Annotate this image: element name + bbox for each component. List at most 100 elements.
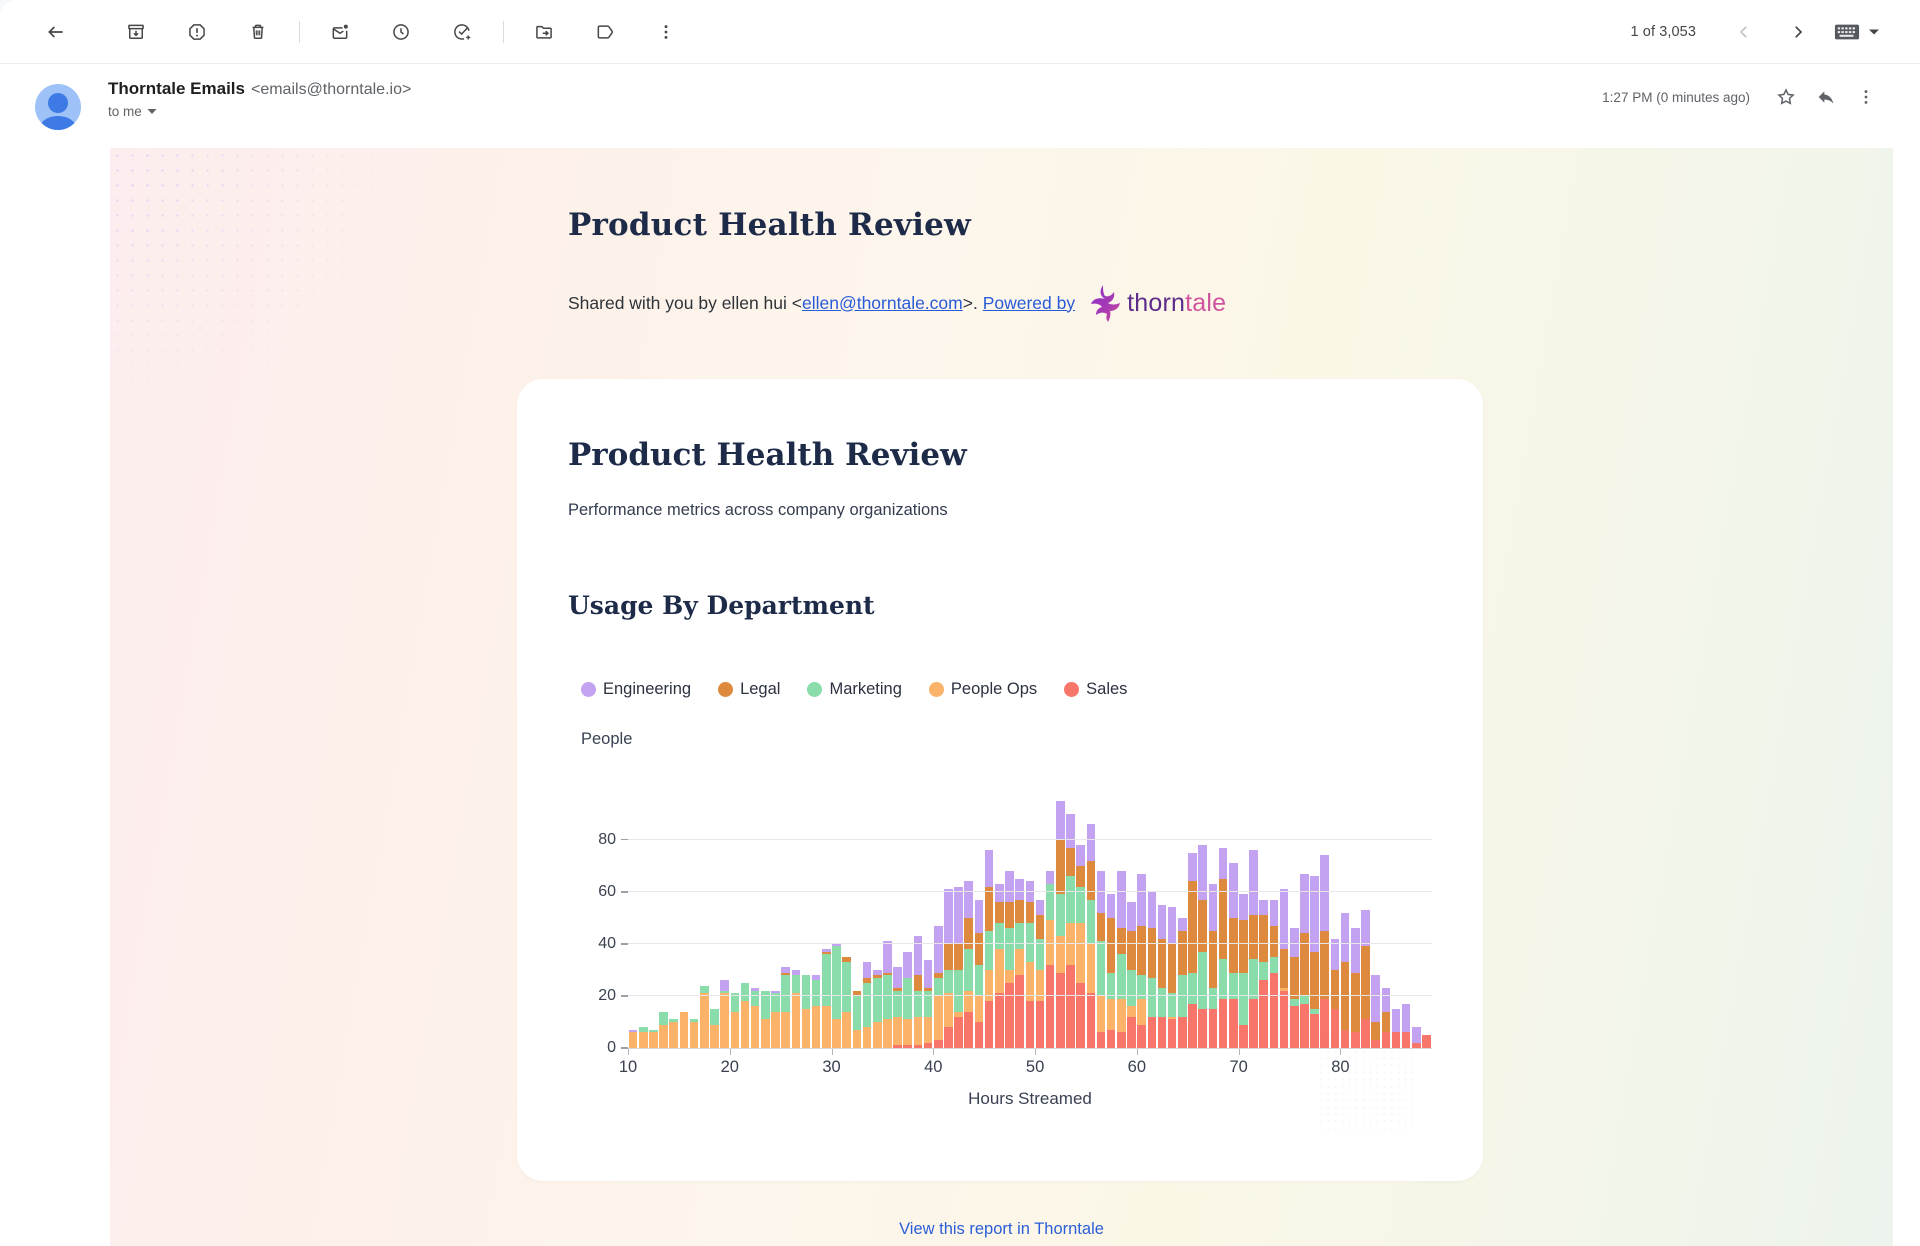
bar-hours-72[interactable] <box>1259 899 1269 1048</box>
report-spam-icon[interactable] <box>177 12 217 52</box>
bar-hours-76[interactable] <box>1299 873 1309 1048</box>
bar-hours-18[interactable] <box>709 1008 719 1048</box>
legend-item-sales[interactable]: Sales <box>1064 680 1127 699</box>
bar-hours-69[interactable] <box>1228 863 1238 1048</box>
bar-hours-62[interactable] <box>1157 904 1167 1048</box>
bar-hours-29[interactable] <box>821 949 831 1048</box>
bar-hours-21[interactable] <box>740 982 750 1048</box>
bar-hours-65[interactable] <box>1187 852 1197 1048</box>
bar-hours-84[interactable] <box>1381 988 1391 1048</box>
bar-hours-55[interactable] <box>1086 824 1096 1048</box>
bar-hours-85[interactable] <box>1391 1008 1401 1048</box>
bar-hours-77[interactable] <box>1310 876 1320 1048</box>
bar-hours-44[interactable] <box>974 899 984 1048</box>
sender-avatar[interactable] <box>35 84 81 130</box>
bar-hours-27[interactable] <box>801 975 811 1048</box>
bar-hours-23[interactable] <box>760 990 770 1048</box>
bar-hours-81[interactable] <box>1350 928 1360 1048</box>
bar-hours-49[interactable] <box>1025 881 1035 1048</box>
bar-hours-61[interactable] <box>1147 891 1157 1048</box>
bar-hours-14[interactable] <box>669 1019 679 1048</box>
bar-hours-70[interactable] <box>1238 894 1248 1048</box>
bar-hours-79[interactable] <box>1330 938 1340 1048</box>
bar-hours-86[interactable] <box>1401 1003 1411 1048</box>
bar-hours-37[interactable] <box>903 951 913 1048</box>
bar-hours-13[interactable] <box>659 1011 669 1048</box>
bar-hours-45[interactable] <box>984 850 994 1048</box>
bar-hours-46[interactable] <box>994 884 1004 1048</box>
bar-hours-15[interactable] <box>679 1011 689 1048</box>
bar-hours-16[interactable] <box>689 1019 699 1048</box>
bar-hours-56[interactable] <box>1096 870 1106 1048</box>
star-icon[interactable] <box>1766 77 1806 117</box>
bar-hours-33[interactable] <box>862 962 872 1048</box>
legend-item-legal[interactable]: Legal <box>718 680 780 699</box>
powered-by-link[interactable]: Powered by <box>982 292 1076 313</box>
legend-item-engineering[interactable]: Engineering <box>581 680 691 699</box>
bar-hours-73[interactable] <box>1269 899 1279 1048</box>
more-options-icon[interactable] <box>1846 77 1886 117</box>
newer-chevron-icon[interactable] <box>1724 12 1764 52</box>
move-to-icon[interactable] <box>524 12 564 52</box>
bar-hours-38[interactable] <box>913 936 923 1048</box>
bar-hours-32[interactable] <box>852 990 862 1048</box>
bar-hours-28[interactable] <box>811 975 821 1048</box>
add-to-tasks-icon[interactable] <box>442 12 482 52</box>
bar-hours-75[interactable] <box>1289 928 1299 1048</box>
view-report-link[interactable]: View this report in Thorntale <box>899 1220 1104 1238</box>
older-chevron-icon[interactable] <box>1778 12 1818 52</box>
bar-hours-59[interactable] <box>1126 902 1136 1048</box>
bar-hours-64[interactable] <box>1177 917 1187 1048</box>
bar-hours-67[interactable] <box>1208 883 1218 1048</box>
bar-hours-82[interactable] <box>1360 910 1370 1048</box>
bar-hours-80[interactable] <box>1340 912 1350 1048</box>
bar-hours-39[interactable] <box>923 959 933 1048</box>
bar-hours-35[interactable] <box>882 941 892 1048</box>
bar-hours-60[interactable] <box>1137 873 1147 1048</box>
input-method-button[interactable] <box>1834 22 1880 42</box>
bar-hours-52[interactable] <box>1055 800 1065 1048</box>
sharer-email-link[interactable]: ellen@thorntale.com <box>801 292 963 313</box>
bar-hours-19[interactable] <box>720 980 730 1048</box>
bar-hours-20[interactable] <box>730 993 740 1048</box>
archive-icon[interactable] <box>116 12 156 52</box>
bar-hours-50[interactable] <box>1035 899 1045 1048</box>
bar-hours-26[interactable] <box>791 969 801 1048</box>
bar-hours-17[interactable] <box>699 985 709 1048</box>
legend-item-people-ops[interactable]: People Ops <box>928 680 1037 699</box>
bar-hours-51[interactable] <box>1045 870 1055 1048</box>
bar-hours-78[interactable] <box>1320 855 1330 1048</box>
bar-hours-42[interactable] <box>954 886 964 1048</box>
bar-hours-66[interactable] <box>1198 844 1208 1048</box>
bar-hours-83[interactable] <box>1371 975 1381 1048</box>
bar-hours-24[interactable] <box>770 990 780 1048</box>
bar-hours-74[interactable] <box>1279 889 1289 1048</box>
bar-hours-10[interactable] <box>628 1029 638 1048</box>
bar-hours-34[interactable] <box>872 969 882 1048</box>
bar-hours-88[interactable] <box>1421 1034 1431 1048</box>
bar-hours-53[interactable] <box>1065 813 1075 1048</box>
legend-item-marketing[interactable]: Marketing <box>807 680 902 699</box>
bar-hours-68[interactable] <box>1218 847 1228 1048</box>
bar-hours-57[interactable] <box>1106 894 1116 1048</box>
bar-hours-41[interactable] <box>943 889 953 1048</box>
bar-hours-47[interactable] <box>1004 870 1014 1048</box>
bar-hours-31[interactable] <box>842 956 852 1048</box>
bar-hours-36[interactable] <box>892 967 902 1048</box>
bar-hours-11[interactable] <box>638 1027 648 1048</box>
reply-icon[interactable] <box>1806 77 1846 117</box>
bar-hours-12[interactable] <box>648 1029 658 1048</box>
bar-hours-22[interactable] <box>750 988 760 1048</box>
delete-icon[interactable] <box>238 12 278 52</box>
bar-hours-43[interactable] <box>964 881 974 1048</box>
more-options-icon[interactable] <box>646 12 686 52</box>
bar-hours-30[interactable] <box>831 943 841 1048</box>
bar-hours-25[interactable] <box>781 967 791 1048</box>
bar-hours-71[interactable] <box>1248 850 1258 1048</box>
back-arrow-icon[interactable] <box>36 12 76 52</box>
bar-hours-58[interactable] <box>1116 870 1126 1048</box>
mark-unread-icon[interactable] <box>320 12 360 52</box>
recipient-row[interactable]: to me <box>108 104 411 119</box>
bar-hours-48[interactable] <box>1015 878 1025 1048</box>
bar-hours-54[interactable] <box>1076 844 1086 1048</box>
